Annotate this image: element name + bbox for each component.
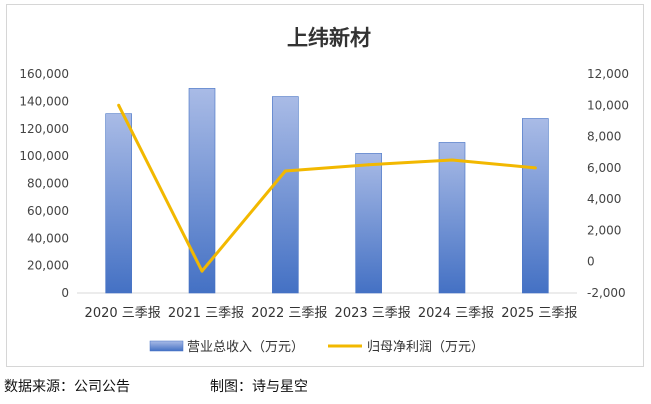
line-profit	[117, 104, 536, 273]
line-profit-point	[200, 269, 204, 273]
y-right-tick-label: -2,000	[587, 286, 626, 300]
legend: 营业总收入（万元） 归母净利润（万元）	[149, 340, 484, 355]
x-tick-label: 2025 三季报	[501, 306, 577, 321]
y-left-tick-label: 120,000	[19, 122, 69, 136]
x-axis-labels: 2020 三季报 2021 三季报 2022 三季报 2023 三季报 2024 三季报…	[85, 306, 578, 321]
bar-revenue	[355, 153, 382, 294]
footer-author: 制图：诗与星空	[210, 379, 308, 395]
line-profit-point	[450, 158, 454, 162]
footer-source: 数据来源：公司公告	[4, 379, 130, 395]
line-profit-point	[367, 163, 371, 167]
footer: 数据来源：公司公告 制图：诗与星空	[4, 376, 308, 396]
bar-revenue	[438, 142, 466, 294]
y-left-tick-label: 100,000	[19, 149, 69, 163]
bar-revenue	[105, 113, 132, 294]
y-right-tick-label: 2,000	[587, 223, 621, 237]
y-left-tick-label: 60,000	[27, 204, 69, 218]
x-tick-label: 2020 三季报	[85, 306, 161, 321]
x-tick-label: 2021 三季报	[168, 306, 244, 321]
y-left-tick-label: 20,000	[27, 259, 69, 273]
line-profit-point	[283, 169, 287, 173]
bar-revenue	[522, 118, 549, 294]
bar-revenue	[272, 96, 299, 294]
y-left-tick-label: 40,000	[27, 231, 69, 245]
legend-label-profit: 归母净利润（万元）	[367, 340, 484, 355]
legend-swatch-revenue	[149, 340, 184, 352]
y-axis-left: 0 20,000 40,000 60,000 80,000 100,000 120,000 1…	[19, 67, 69, 300]
x-tick-label: 2022 三季报	[251, 306, 327, 321]
y-axis-right: -2,000 0 2,000 4,000 6,000 8,000 10,000 12,000	[587, 67, 629, 300]
y-left-tick-label: 140,000	[19, 94, 69, 108]
bar-series	[105, 88, 549, 294]
x-tick-label: 2023 三季报	[335, 306, 411, 321]
line-profit-point	[533, 166, 537, 170]
y-right-tick-label: 8,000	[587, 130, 621, 144]
y-left-tick-label: 160,000	[19, 67, 69, 81]
chart-frame: 上纬新材 0 20,000 40,000 60,000 80,000 100,000 120…	[6, 4, 644, 367]
line-profit-point	[117, 103, 121, 107]
y-right-tick-label: 4,000	[587, 192, 621, 206]
y-left-tick-label: 0	[61, 286, 69, 300]
y-right-tick-label: 6,000	[587, 161, 621, 175]
y-right-tick-label: 12,000	[587, 67, 629, 81]
x-tick-label: 2024 三季报	[418, 306, 494, 321]
y-left-tick-label: 80,000	[27, 177, 69, 191]
y-right-tick-label: 10,000	[587, 98, 629, 112]
line-series	[117, 103, 537, 273]
chart: 上纬新材 0 20,000 40,000 60,000 80,000 100,000 120…	[19, 26, 629, 355]
y-right-tick-label: 0	[587, 255, 595, 269]
chart-title: 上纬新材	[287, 26, 371, 50]
legend-label-revenue: 营业总收入（万元）	[187, 340, 304, 355]
